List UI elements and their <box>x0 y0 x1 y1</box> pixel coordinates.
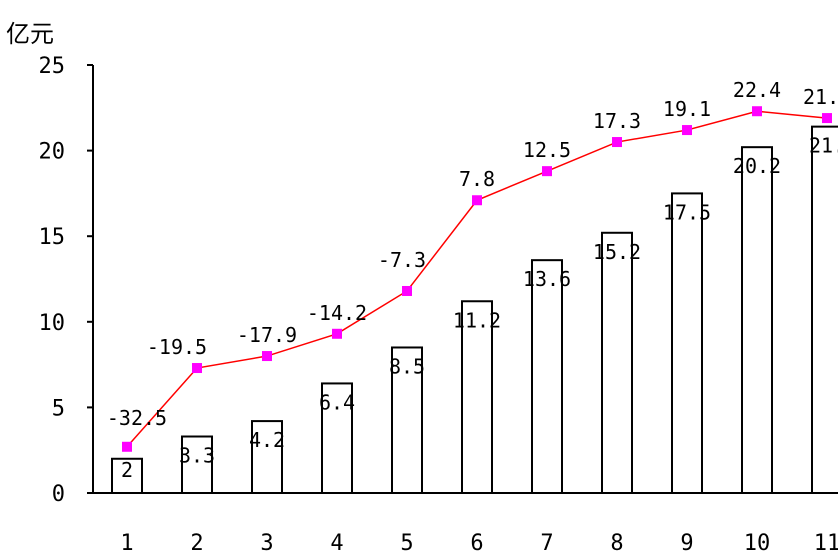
x-tick-label: 5 <box>400 531 413 555</box>
x-tick-label: 11 <box>814 531 838 555</box>
x-tick-label: 10 <box>744 531 771 555</box>
y-tick-label: 0 <box>52 482 65 507</box>
x-tick-label: 2 <box>190 531 203 555</box>
x-tick-label: 3 <box>260 531 273 555</box>
x-tick-label: 7 <box>540 531 553 555</box>
y-tick-label: 25 <box>39 54 66 79</box>
bar <box>811 125 838 495</box>
y-tick-label: 20 <box>39 140 66 165</box>
x-tick-label: 1 <box>120 531 133 555</box>
bar-value-label: 17.5 <box>663 200 711 224</box>
bar-value-label: 3.3 <box>179 444 215 468</box>
y-axis-unit-label: 亿元 <box>6 20 54 48</box>
bar <box>321 382 353 495</box>
bar-value-label: 2 <box>121 458 133 482</box>
growth-line <box>122 106 832 452</box>
line-value-label: -19.5 <box>147 335 207 359</box>
bar-value-label: 6.4 <box>319 390 355 414</box>
x-tick-label: 8 <box>610 531 623 555</box>
line-value-label: -7.3 <box>378 248 426 272</box>
line-marker <box>402 285 412 296</box>
line-marker <box>682 125 692 136</box>
bar <box>111 457 143 495</box>
line-marker <box>472 195 482 206</box>
line-marker <box>122 441 132 452</box>
y-tick-label: 15 <box>39 225 66 250</box>
bar-value-label: 21. <box>809 134 838 158</box>
line-value-label: 7.8 <box>459 167 495 191</box>
line-marker <box>612 137 622 148</box>
line-value-label: 12.5 <box>523 138 571 162</box>
line-value-label: 17.3 <box>593 109 641 133</box>
bar-value-label: 11.2 <box>453 308 501 332</box>
line-value-label: 21. <box>803 85 838 109</box>
bar-value-label: 20.2 <box>733 154 781 178</box>
line-value-label: 19.1 <box>663 97 711 121</box>
bar <box>671 192 703 494</box>
bar <box>181 435 213 494</box>
y-tick-label: 10 <box>39 311 66 336</box>
data-labels: 2 3.3 4.2 6.4 8.5 11.2 13.6 15.2 17.5 20.2 21. -32.… <box>107 78 838 482</box>
line-marker <box>542 166 552 177</box>
x-tick-label: 4 <box>330 531 343 555</box>
line-marker <box>192 363 202 374</box>
bar-value-label: 4.2 <box>249 428 285 452</box>
line-value-label: 22.4 <box>733 78 781 102</box>
x-tick-label: 6 <box>470 531 483 555</box>
line-marker <box>752 106 762 117</box>
line-marker <box>262 351 272 362</box>
bar <box>461 300 493 495</box>
axes: 0 5 10 15 20 25 1 2 3 4 5 6 7 8 9 10 11 <box>39 54 838 555</box>
line-marker <box>822 113 832 124</box>
line-marker <box>332 328 342 339</box>
bar-value-label: 13.6 <box>523 267 571 291</box>
y-tick-label: 5 <box>52 396 65 421</box>
bars <box>111 125 838 495</box>
bar <box>741 146 773 494</box>
bar-value-label: 8.5 <box>389 354 425 378</box>
bar <box>531 259 563 494</box>
bar <box>391 346 423 495</box>
x-tick-label: 9 <box>680 531 693 555</box>
bar <box>601 231 633 494</box>
line-value-label: -14.2 <box>307 301 367 325</box>
line-value-label: -32.5 <box>107 406 167 430</box>
bar <box>251 420 283 495</box>
bar-value-label: 15.2 <box>593 240 641 264</box>
line-value-label: -17.9 <box>237 323 297 347</box>
